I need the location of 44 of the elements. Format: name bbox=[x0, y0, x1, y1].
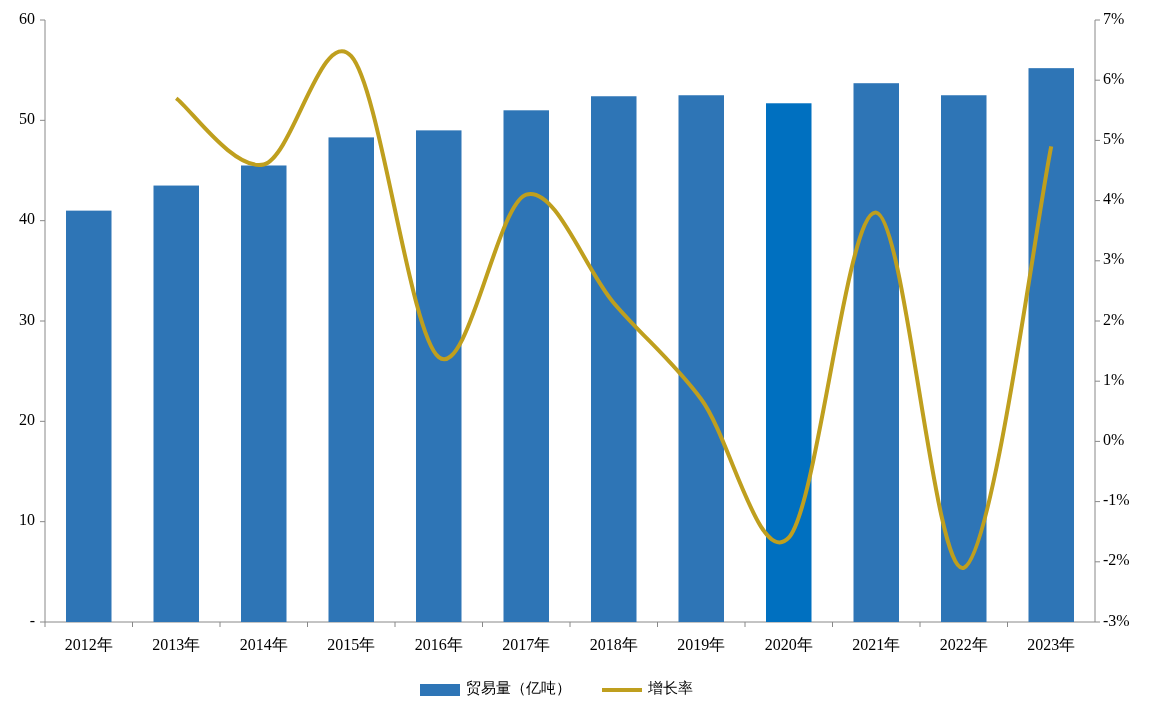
y-tick-label: 60 bbox=[19, 9, 35, 27]
legend-label: 贸易量（亿吨） bbox=[466, 680, 571, 697]
bar bbox=[66, 210, 112, 622]
y-tick-label: 20 bbox=[19, 411, 35, 429]
x-tick-label: 2021年 bbox=[852, 635, 901, 653]
bar bbox=[766, 103, 812, 622]
y2-tick-label: 5% bbox=[1103, 130, 1125, 148]
y-tick-label: 10 bbox=[19, 511, 35, 529]
x-tick-label: 2014年 bbox=[239, 635, 288, 653]
bar bbox=[241, 165, 287, 622]
bar bbox=[941, 95, 987, 622]
y2-tick-label: -1% bbox=[1103, 491, 1130, 509]
y2-tick-label: 4% bbox=[1103, 190, 1125, 208]
y2-tick-label: -3% bbox=[1103, 611, 1130, 629]
x-tick-label: 2022年 bbox=[939, 635, 988, 653]
x-tick-label: 2012年 bbox=[64, 635, 113, 653]
y2-tick-label: 6% bbox=[1103, 69, 1125, 87]
bar bbox=[503, 110, 549, 622]
bar bbox=[853, 83, 899, 622]
x-tick-label: 2016年 bbox=[414, 635, 463, 653]
y2-tick-label: 3% bbox=[1103, 250, 1125, 268]
y-tick-label: 40 bbox=[19, 210, 35, 228]
bar bbox=[416, 130, 462, 622]
bar bbox=[328, 137, 374, 622]
x-tick-label: 2013年 bbox=[152, 635, 201, 653]
bar bbox=[1028, 68, 1074, 622]
x-tick-label: 2019年 bbox=[677, 635, 726, 653]
bar bbox=[678, 95, 724, 622]
legend-label: 增长率 bbox=[647, 680, 693, 697]
x-tick-label: 2020年 bbox=[764, 635, 813, 653]
bar bbox=[153, 185, 199, 622]
y2-tick-label: 0% bbox=[1103, 431, 1125, 449]
x-tick-label: 2018年 bbox=[589, 635, 638, 653]
bar bbox=[591, 96, 637, 622]
y2-tick-label: 7% bbox=[1103, 9, 1125, 27]
y2-tick-label: 2% bbox=[1103, 310, 1125, 328]
x-tick-label: 2017年 bbox=[502, 635, 551, 653]
y2-tick-label: 1% bbox=[1103, 370, 1125, 388]
y-tick-label: - bbox=[29, 611, 35, 629]
y-tick-label: 50 bbox=[19, 110, 35, 128]
x-tick-label: 2023年 bbox=[1027, 635, 1076, 653]
x-tick-label: 2015年 bbox=[327, 635, 376, 653]
y2-tick-label: -2% bbox=[1103, 551, 1130, 569]
y-tick-label: 30 bbox=[19, 310, 35, 328]
